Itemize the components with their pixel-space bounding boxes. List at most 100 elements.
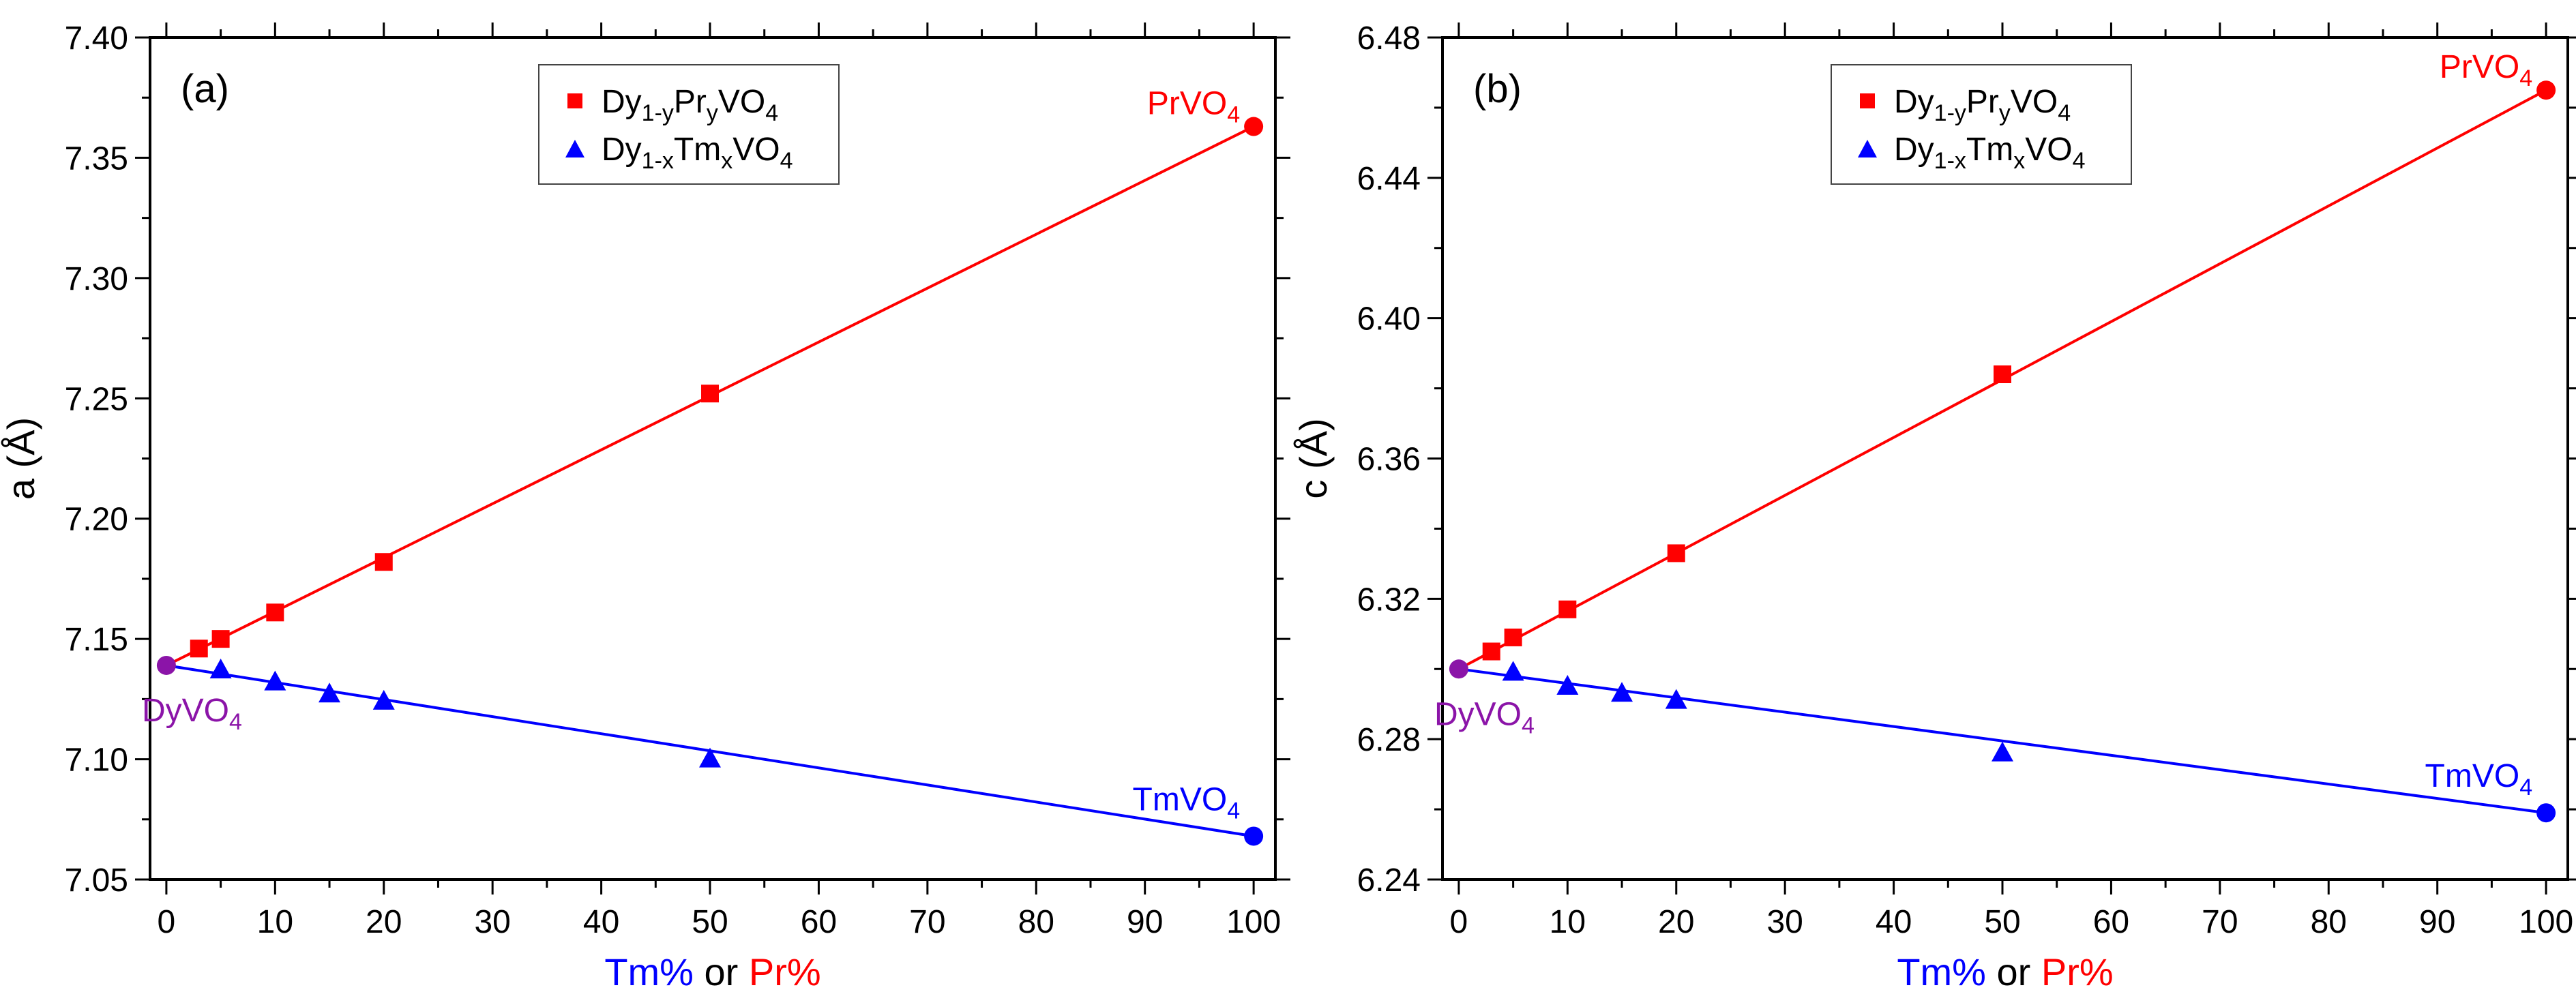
- pr-data-point: [190, 640, 208, 658]
- legend-tm-sub2: x: [2013, 148, 2025, 174]
- legend-pr-sub2: y: [707, 100, 718, 126]
- tmvo4-label-base: TmVO: [1133, 781, 1228, 817]
- legend-tm-end: VO: [2025, 132, 2072, 168]
- prvo4-label-base: PrVO: [2440, 49, 2519, 85]
- y-tick-label: 6.32: [1357, 582, 1421, 618]
- x-tick-label: 10: [257, 904, 293, 940]
- legend-tm-sub3: 4: [2073, 148, 2086, 174]
- x-tick-label: 90: [2419, 904, 2455, 940]
- legend-tm-marker: [1858, 140, 1877, 157]
- tm-data-point: [319, 682, 341, 703]
- pr-data-point: [1994, 365, 2012, 383]
- tm-data-point: [1556, 674, 1579, 695]
- x-axis-title-or: or: [1986, 950, 2041, 992]
- legend-pr-mid: Pr: [674, 84, 707, 120]
- tmvo4-label-sub: 4: [1227, 798, 1240, 824]
- legend-pr-sub3: 4: [2058, 100, 2071, 126]
- x-tick-label: 90: [1127, 904, 1163, 940]
- x-axis-title: Tm% or Pr%: [604, 950, 820, 992]
- x-tick-label: 70: [909, 904, 945, 940]
- prvo4-label-sub: 4: [1227, 102, 1240, 128]
- y-tick-label: 7.25: [65, 381, 128, 417]
- y-tick-label: 7.35: [65, 140, 128, 177]
- tm-data-point: [209, 659, 232, 679]
- dyvo4-label-sub: 4: [1522, 712, 1535, 738]
- legend-pr-base: Dy: [602, 84, 642, 120]
- pr-data-point: [701, 385, 720, 403]
- x-tick-label: 70: [2202, 904, 2238, 940]
- legend-pr-base: Dy: [1894, 84, 1934, 120]
- dyvo4-label: DyVO4: [142, 693, 242, 735]
- x-tick-label: 40: [1876, 904, 1912, 940]
- legend-pr-marker: [1860, 93, 1875, 108]
- x-tick-label: 0: [158, 904, 176, 940]
- x-axis-title-pr: Pr%: [2041, 950, 2114, 992]
- x-tick-label: 30: [474, 904, 510, 940]
- x-tick-label: 80: [2311, 904, 2347, 940]
- legend-pr-marker: [567, 93, 582, 108]
- prvo4-label: PrVO4: [1147, 86, 1240, 128]
- pr-data-point: [1667, 544, 1685, 562]
- pr-data-point: [1504, 628, 1522, 646]
- x-tick-label: 50: [1984, 904, 2020, 940]
- y-tick-label: 7.30: [65, 261, 128, 297]
- dyvo4-label-base: DyVO: [142, 693, 229, 729]
- tm-data-point: [1611, 682, 1633, 702]
- tmvo4-label: TmVO4: [2425, 758, 2533, 800]
- dyvo4-point: [1449, 659, 1468, 679]
- y-tick-label: 6.36: [1357, 442, 1421, 478]
- legend-tm-sub1: 1-x: [642, 148, 674, 174]
- y-tick-label: 6.48: [1357, 20, 1421, 57]
- dyvo4-point: [156, 655, 176, 675]
- y-tick-label: 6.28: [1357, 722, 1421, 758]
- x-tick-label: 40: [583, 904, 619, 940]
- prvo4-label: PrVO4: [2440, 49, 2532, 91]
- tm-fit-line: [1458, 667, 2547, 815]
- y-tick-label: 6.40: [1357, 301, 1421, 337]
- tm-data-point: [699, 747, 722, 768]
- y-tick-label: 7.15: [65, 622, 128, 658]
- pr-data-point: [374, 553, 393, 571]
- y-tick-label: 7.10: [65, 742, 128, 779]
- x-axis-title-tm: Tm%: [1897, 950, 1986, 992]
- pr-data-point: [211, 630, 230, 648]
- x-tick-label: 30: [1766, 904, 1803, 940]
- y-tick-label: 7.05: [65, 862, 128, 899]
- panel-label: (b): [1473, 67, 1522, 111]
- legend-tm-label: Dy1-xTmxVO4: [602, 132, 793, 174]
- legend-tm-sub3: 4: [780, 148, 793, 174]
- legend-pr-end: VO: [2011, 84, 2058, 120]
- tm-data-point: [264, 670, 286, 691]
- y-axis-title: a (Å): [0, 417, 42, 500]
- x-tick-label: 60: [801, 904, 837, 940]
- legend-tm-sub1: 1-x: [1934, 148, 1966, 174]
- panel-label: (a): [181, 67, 229, 111]
- legend-pr-sub2: y: [1999, 100, 2011, 126]
- legend-pr-label: Dy1-yPryVO4: [602, 84, 778, 126]
- legend-pr-label: Dy1-yPryVO4: [1894, 84, 2071, 126]
- tmvo4-label-sub: 4: [2519, 775, 2532, 800]
- prvo4-label-base: PrVO: [1147, 86, 1227, 122]
- tmvo4-label-base: TmVO: [2425, 758, 2520, 794]
- legend-box: [1831, 64, 2132, 185]
- tm-data-point: [372, 689, 395, 710]
- x-tick-label: 20: [1658, 904, 1694, 940]
- y-axis-title: c (Å): [1292, 418, 1335, 498]
- x-tick-label: 50: [692, 904, 728, 940]
- dyvo4-label-base: DyVO: [1434, 696, 1522, 732]
- prvo4-label-sub: 4: [2519, 65, 2532, 91]
- pr-data-point: [266, 603, 284, 622]
- legend-pr-sub3: 4: [765, 100, 778, 126]
- pr-data-point: [1482, 642, 1500, 661]
- legend-pr-mid: Pr: [1966, 84, 1999, 120]
- x-tick-label: 60: [2093, 904, 2129, 940]
- legend-pr-end: VO: [718, 84, 765, 120]
- legend-box: [538, 64, 840, 185]
- dyvo4-label: DyVO4: [1434, 696, 1535, 738]
- x-axis-title-or: or: [694, 950, 749, 992]
- tmvo4-point: [1244, 826, 1264, 846]
- y-tick-label: 6.44: [1357, 161, 1421, 197]
- tm-data-point: [1992, 741, 2014, 762]
- x-axis-title-pr: Pr%: [749, 950, 821, 992]
